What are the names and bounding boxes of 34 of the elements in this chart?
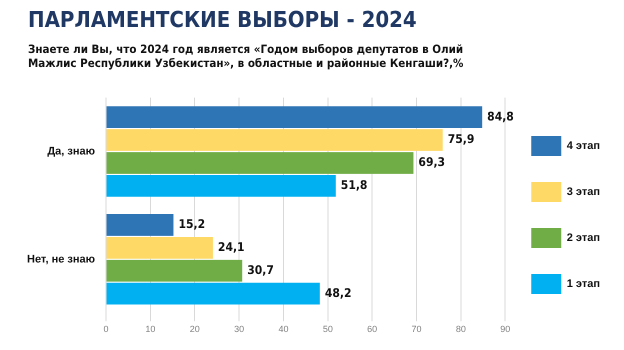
legend-label: 4 этап	[566, 140, 600, 152]
chart-subtitle: Знаете ли Вы, что 2024 год является «Годом выборов депутатов в Олий Мажлис Республики Узбекистан», в областные и районные Кенгаши?,%	[28, 42, 464, 70]
data-label: 75,9	[448, 132, 474, 146]
bar	[106, 129, 443, 151]
bar	[106, 236, 213, 259]
data-label: 15,2	[178, 217, 206, 232]
bar	[106, 106, 482, 128]
chart-title: ПАРЛАМЕНТСКИЕ ВЫБОРЫ - 2024	[28, 8, 417, 33]
data-label: 48,2	[324, 286, 352, 300]
data-label: 24,1	[218, 240, 245, 254]
y-tick-label: Да, знаю	[47, 146, 96, 158]
bar	[106, 152, 414, 174]
x-tick-label: 80	[456, 324, 466, 334]
legend-label: 3 этап	[566, 186, 600, 198]
x-tick-label: 40	[278, 324, 288, 334]
x-tick-label: 30	[234, 324, 244, 334]
x-tick-label: 70	[412, 324, 422, 334]
data-label: 51,8	[340, 178, 368, 192]
legend-label: 2 этап	[566, 232, 600, 244]
x-tick-label: 90	[500, 324, 510, 334]
y-tick-label: Нет, не знаю	[27, 253, 96, 266]
x-tick-label: 50	[322, 324, 333, 334]
x-tick-label: 60	[367, 324, 378, 334]
legend-label: 1 этап	[566, 278, 600, 290]
x-tick-label: 10	[145, 324, 156, 334]
bar	[106, 282, 320, 305]
x-tick-label: 0	[104, 324, 109, 334]
data-label: 30,7	[247, 262, 274, 277]
bar	[106, 174, 336, 197]
bar	[106, 260, 242, 282]
x-tick-label: 20	[190, 324, 200, 334]
bar	[106, 214, 174, 236]
data-label: 84,8	[487, 109, 514, 124]
data-label: 69,3	[418, 155, 446, 170]
